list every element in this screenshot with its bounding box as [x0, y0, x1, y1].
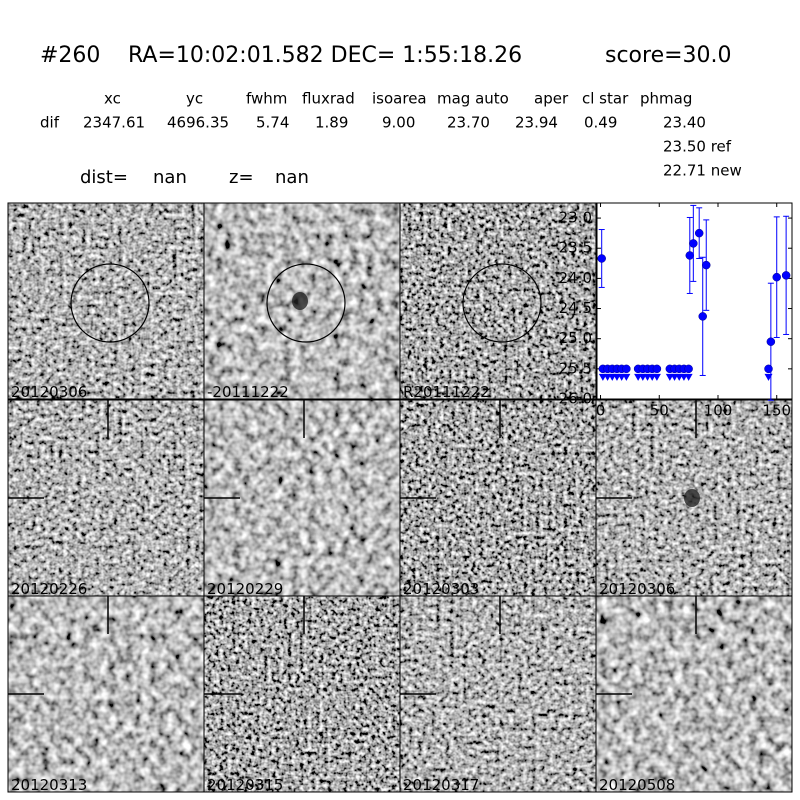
panel-label: 20120303 [403, 580, 479, 598]
cell: 5.74 [256, 114, 289, 132]
panel-label: 20120313 [11, 776, 87, 794]
column-header: cl star [582, 90, 629, 108]
cell: 4696.35 [167, 114, 229, 132]
image-panel: 20120306 [7, 202, 205, 401]
score: score=30.0 [605, 43, 732, 68]
point [689, 239, 698, 248]
panel-label: 20120315 [207, 776, 283, 794]
limit-marker [652, 373, 661, 381]
point [685, 251, 695, 260]
x-tick-label: 100 [704, 402, 733, 420]
column-header: yc [186, 90, 203, 108]
point [772, 272, 781, 282]
point [622, 364, 631, 374]
source [292, 292, 308, 310]
image-panel: 20120317 [399, 595, 597, 794]
dist-value: nan [153, 167, 187, 188]
cell: 9.00 [382, 114, 415, 132]
y-tick-label: 24.0 [559, 269, 592, 287]
panel-label: R20111222 [403, 383, 490, 401]
cell: 23.70 [447, 114, 490, 132]
limit-marker [622, 373, 631, 381]
image-panel: 20120313 [7, 595, 205, 794]
y-tick-label: 24.5 [559, 299, 592, 317]
cell: 0.49 [584, 114, 617, 132]
column-header: xc [104, 90, 121, 108]
point [684, 364, 693, 374]
y-tick-label: 23.5 [559, 239, 592, 257]
image-panel: 20120508 [595, 595, 793, 794]
y-tick-label: 26.0 [559, 390, 592, 408]
point [701, 260, 711, 270]
x-tick-label: 50 [650, 402, 669, 420]
image-panel: -20111222 [203, 202, 401, 401]
point [652, 364, 662, 374]
object-id: #260 [40, 43, 100, 68]
aperture [70, 263, 150, 343]
panel-label: 20120306 [11, 383, 87, 401]
column-header: fwhm [246, 90, 287, 108]
cell: 23.94 [515, 114, 558, 132]
panel-border [595, 595, 793, 793]
cell: 1.89 [315, 114, 348, 132]
x-tick-label: 150 [762, 402, 791, 420]
point [694, 228, 704, 238]
point [766, 337, 776, 346]
coordinates: RA=10:02:01.582 DEC= 1:55:18.26 [128, 43, 522, 68]
column-header: aper [534, 90, 569, 108]
image-panel: R20111222 [399, 202, 597, 401]
panel-label: 20120226 [11, 580, 87, 598]
column-header: isoarea [372, 90, 427, 108]
row-label: dif [40, 114, 60, 132]
x-tick-label: 0 [596, 402, 606, 420]
image-panel: 20120229 [203, 399, 401, 598]
panel-label: -20111222 [207, 383, 289, 401]
y-tick-label: 25.5 [559, 359, 592, 377]
y-tick-label: 25.0 [559, 329, 592, 347]
z-value: nan [275, 167, 309, 188]
point [764, 364, 773, 374]
source [684, 489, 700, 507]
new-mag: 22.71 new [663, 162, 742, 180]
point [698, 312, 707, 321]
ref-mag: 23.50 ref [663, 138, 732, 156]
panel-label: 20120508 [599, 776, 675, 794]
dist-label: dist= [80, 167, 128, 188]
cell: 2347.61 [83, 114, 145, 132]
panel-label: 20120317 [403, 776, 479, 794]
image [8, 203, 204, 399]
panel-label: 20120306 [599, 580, 675, 598]
image [400, 203, 596, 399]
point [781, 271, 791, 280]
image-panel: 20120315 [203, 595, 401, 794]
y-tick-label: 23.0 [559, 209, 592, 227]
column-header: fluxrad [302, 90, 355, 108]
aperture [266, 263, 346, 343]
limit-marker [764, 373, 773, 381]
limit-marker [684, 373, 693, 381]
z-label: z= [229, 167, 254, 188]
image-panel: 20120306 [595, 399, 793, 598]
panel-border [399, 202, 597, 400]
image-panel: 20120226 [7, 399, 205, 598]
column-header: mag auto [437, 90, 509, 108]
column-header: phmag [640, 90, 692, 108]
point [597, 254, 606, 263]
panel-label: 20120229 [207, 580, 283, 598]
image-panel: 20120303 [399, 399, 597, 598]
cell: 23.40 [663, 114, 706, 132]
aperture [462, 263, 542, 343]
